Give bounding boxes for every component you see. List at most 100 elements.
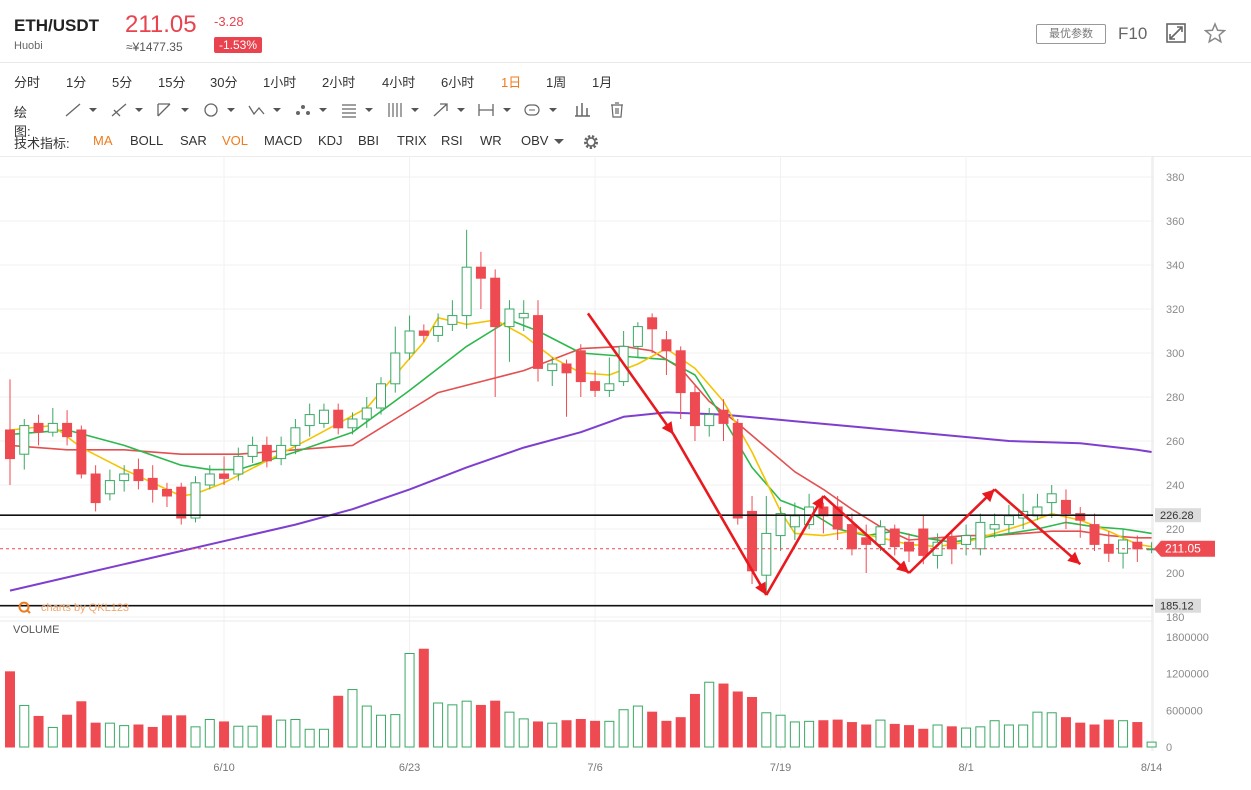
volume-tick-label: 1200000 [1166, 669, 1209, 681]
candle-body [34, 423, 43, 432]
volume-bar [20, 705, 29, 747]
bar-tool-icon[interactable] [572, 100, 594, 120]
last-price-label: 211.05 [1165, 542, 1201, 556]
y-tick-label: 280 [1166, 392, 1184, 404]
wave-tool-icon[interactable] [246, 100, 284, 120]
timeframe-11[interactable]: 1月 [592, 72, 612, 91]
volume-bar [933, 725, 942, 747]
candle-body [148, 478, 157, 489]
volume-bar [1033, 712, 1042, 747]
timeframe-1[interactable]: 1分 [66, 72, 86, 91]
f10-button[interactable]: F10 [1118, 24, 1147, 44]
channel-tool-icon[interactable] [154, 100, 192, 120]
volume-bar [905, 726, 914, 747]
volume-label: VOLUME [13, 624, 59, 636]
indicator-obv[interactable]: OBV [521, 133, 548, 148]
indicator-rsi[interactable]: RSI [441, 133, 463, 148]
volume-bar [1061, 718, 1070, 747]
timeframe-10[interactable]: 1周 [546, 72, 566, 91]
timeframe-2[interactable]: 5分 [112, 72, 132, 91]
candle-body [1133, 542, 1142, 549]
timeframe-6[interactable]: 2小时 [322, 72, 355, 91]
volume-bar [805, 721, 814, 747]
text-tool-icon[interactable] [522, 100, 560, 120]
cny-price: ≈¥1477.35 [126, 40, 183, 54]
volume-bar [34, 716, 43, 747]
timeframe-3[interactable]: 15分 [158, 72, 185, 91]
exchange-name: Huobi [14, 40, 43, 52]
volume-bar [990, 721, 999, 747]
watermark-text: charts by QKL123 [41, 602, 129, 614]
volume-bar [591, 721, 600, 747]
candle-body [1061, 500, 1070, 513]
volume-bar [548, 723, 557, 747]
x-tick-label: 7/19 [770, 762, 791, 774]
timeframe-4[interactable]: 30分 [210, 72, 237, 91]
candle-body [419, 331, 428, 335]
ray-tool-icon[interactable] [108, 100, 146, 120]
candle-body [220, 474, 229, 478]
measure-tool-icon[interactable] [476, 100, 514, 120]
timeframe-7[interactable]: 4小时 [382, 72, 415, 91]
timeframe-0[interactable]: 分时 [14, 72, 40, 91]
candle-body [77, 430, 86, 474]
indicator-vol[interactable]: VOL [222, 133, 248, 148]
volume-tick-label: 1800000 [1166, 632, 1209, 644]
settings-gear-icon[interactable] [582, 133, 600, 151]
y-tick-label: 200 [1166, 568, 1184, 580]
fullscreen-icon[interactable] [1165, 22, 1187, 44]
fib-tool-icon[interactable] [338, 100, 376, 120]
favorite-star-icon[interactable] [1204, 22, 1226, 44]
pattern-tool-icon[interactable] [292, 100, 330, 120]
x-tick-label: 7/6 [587, 762, 602, 774]
y-tick-label: 380 [1166, 172, 1184, 184]
volume-bar [1019, 725, 1028, 747]
trash-icon[interactable] [606, 100, 628, 120]
line-tool-icon[interactable] [62, 100, 100, 120]
candle-body [762, 533, 771, 575]
volume-bar [234, 726, 243, 747]
indicator-trix[interactable]: TRIX [397, 133, 427, 148]
watermark-icon-handle [27, 610, 30, 613]
timeframe-5[interactable]: 1小时 [263, 72, 296, 91]
volume-bar [319, 729, 328, 747]
volume-bar [705, 682, 714, 747]
indicator-sar[interactable]: SAR [180, 133, 207, 148]
volume-bar [1104, 720, 1113, 747]
candle-body [305, 415, 314, 426]
candle-body [91, 474, 100, 503]
indicator-ma[interactable]: MA [93, 133, 113, 148]
obv-dropdown-icon[interactable] [553, 137, 565, 147]
volume-bar [148, 727, 157, 747]
annotation-arrowhead [662, 421, 674, 434]
candle-body [377, 384, 386, 408]
candle-body [748, 511, 757, 570]
candle-body [405, 331, 414, 353]
candle-body [605, 384, 614, 391]
volume-bar [733, 692, 742, 747]
volume-bar [505, 712, 514, 747]
indicator-boll[interactable]: BOLL [130, 133, 163, 148]
arrow-tool-icon[interactable] [430, 100, 468, 120]
gann-tool-icon[interactable] [384, 100, 422, 120]
volume-bar [191, 727, 200, 747]
candle-body [20, 426, 29, 455]
circle-tool-icon[interactable] [200, 100, 238, 120]
price-change-pct: -1.53% [214, 37, 262, 53]
indicator-kdj[interactable]: KDJ [318, 133, 343, 148]
volume-bar [662, 721, 671, 747]
indicator-wr[interactable]: WR [480, 133, 502, 148]
y-tick-label: 260 [1166, 436, 1184, 448]
volume-bar [619, 710, 628, 747]
y-tick-label: 340 [1166, 260, 1184, 272]
indicator-bbi[interactable]: BBI [358, 133, 379, 148]
timeframe-8[interactable]: 6小时 [441, 72, 474, 91]
timeframe-9[interactable]: 1日 [501, 72, 521, 91]
optimal-params-button[interactable]: 最优参数 [1036, 24, 1106, 44]
indicator-macd[interactable]: MACD [264, 133, 302, 148]
volume-bar [862, 725, 871, 747]
volume-bar [277, 720, 286, 747]
candlestick-chart[interactable]: 380 360 340 320 300 280 260 240 220 200 180 226.28 1… [0, 156, 1251, 790]
y-tick-label: 240 [1166, 480, 1184, 492]
candle-body [576, 351, 585, 382]
